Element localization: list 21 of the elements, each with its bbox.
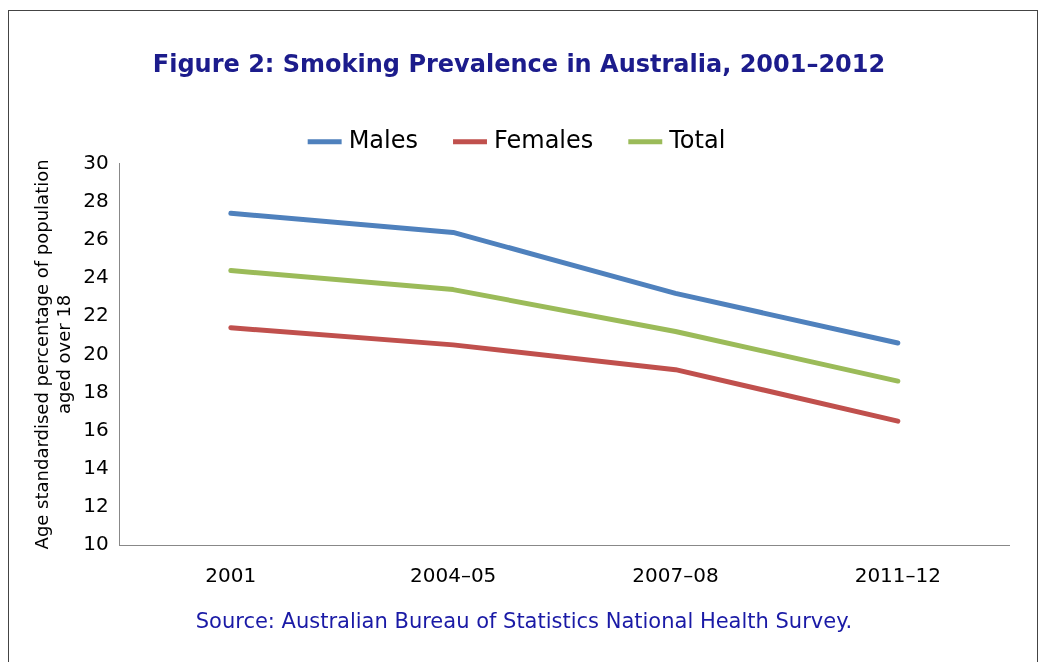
legend-label: Total <box>668 126 726 155</box>
legend-label: Males <box>348 126 419 155</box>
x-tick-label: 2007–08 <box>632 563 719 588</box>
y-tick-label: 18 <box>83 378 109 403</box>
y-tick-label: 28 <box>83 188 109 213</box>
x-tick-label: 2011–12 <box>854 563 942 588</box>
y-tick-label: 10 <box>83 531 109 556</box>
source-note: Source: Australian Bureau of Statistics National Health Survey. <box>194 609 854 633</box>
y-tick-label: 22 <box>83 302 109 327</box>
y-tick-label: 14 <box>83 454 109 479</box>
y-axis-title: Age standardised percentage of population aged over 18 <box>31 159 75 550</box>
y-tick-label: 12 <box>83 493 109 518</box>
y-tick-label: 20 <box>83 340 109 365</box>
x-tick-label: 2004–05 <box>409 563 497 588</box>
legend-label: Females <box>494 126 594 155</box>
chart-title: Figure 2: Smoking Prevalence in Australia, 2001–2012 <box>152 49 886 78</box>
x-tick-label: 2001 <box>205 563 257 588</box>
y-tick-label: 30 <box>83 150 109 174</box>
y-tick-label: 26 <box>83 226 109 251</box>
y-tick-label: 24 <box>83 264 109 289</box>
y-tick-label: 16 <box>83 416 109 441</box>
